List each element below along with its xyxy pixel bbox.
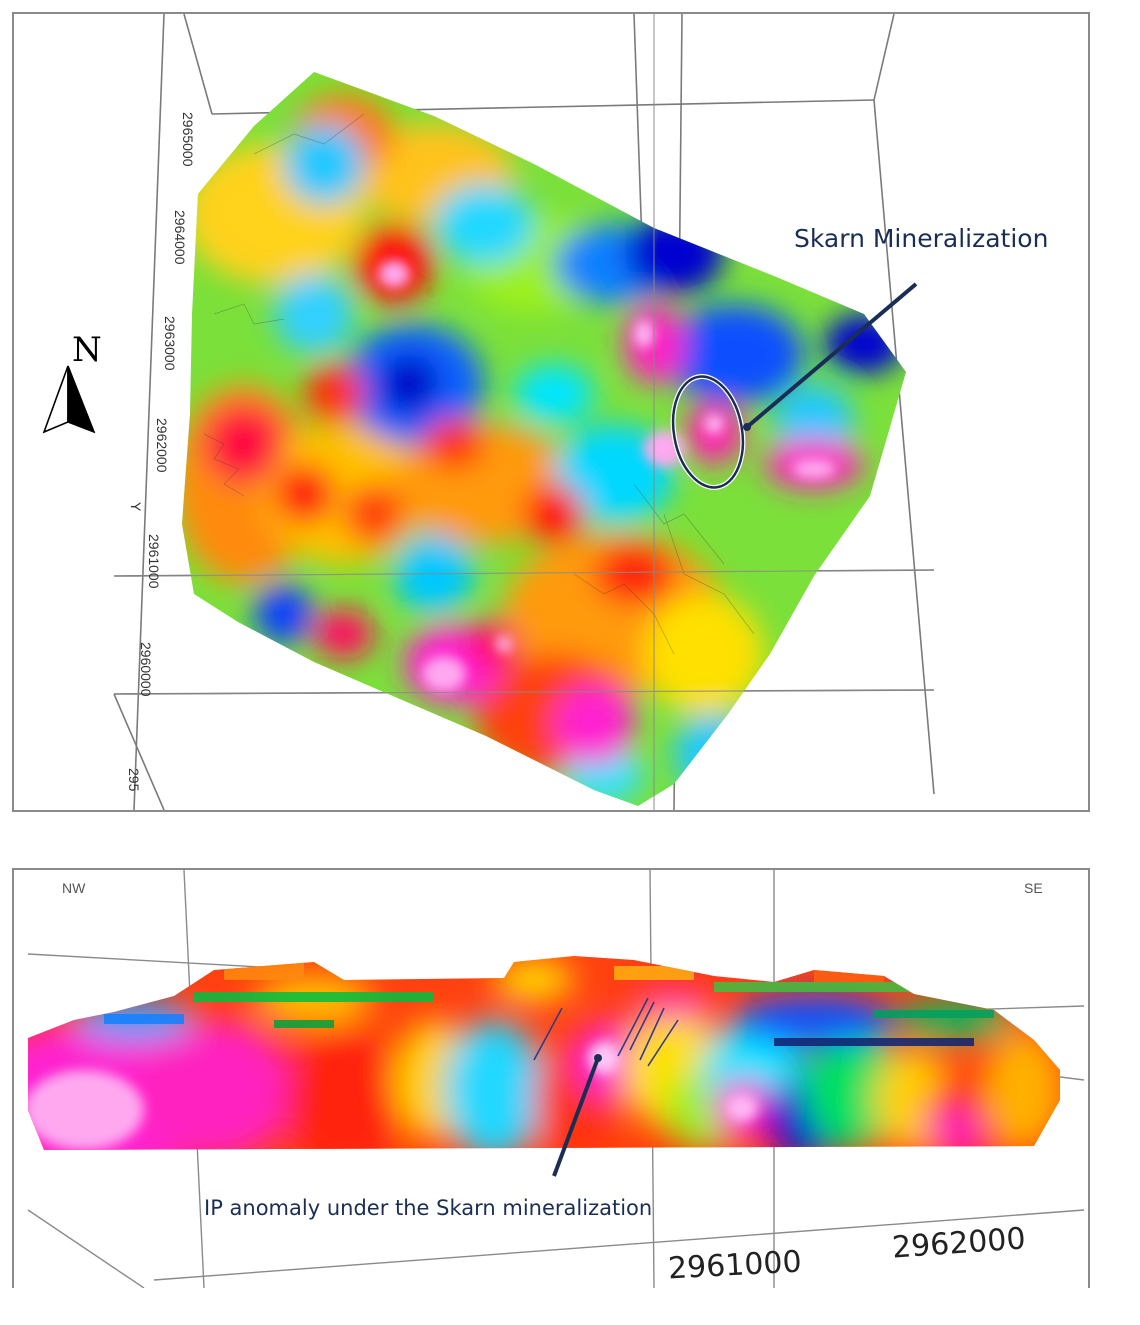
skarn-leader-line xyxy=(745,282,918,429)
se-direction-label: SE xyxy=(1024,880,1043,896)
ip-section-colors xyxy=(28,956,1060,1150)
skarn-mineralization-label: Skarn Mineralization xyxy=(794,224,1049,253)
northing-tick: 2961000 xyxy=(667,1244,803,1287)
nw-direction-label: NW xyxy=(62,880,86,896)
ip-anomaly-map xyxy=(182,72,906,806)
ip-anomaly-label: IP anomaly under the Skarn mineralizatio… xyxy=(204,1196,653,1220)
cross-section-panel: NW SE IP anomaly under the Skarn mineral… xyxy=(12,868,1090,1288)
cross-section-view xyxy=(27,870,1085,1288)
northing-tick: 2964000 xyxy=(172,210,188,265)
axis-letter: Y xyxy=(128,502,144,512)
northing-tick: 2960000 xyxy=(138,642,154,697)
northing-tick: 295 xyxy=(126,768,142,792)
northing-tick: 2965000 xyxy=(180,112,196,167)
north-label: N xyxy=(72,330,102,370)
plan-view-map xyxy=(42,14,935,810)
north-arrow-icon xyxy=(42,365,96,434)
northing-tick: 2963000 xyxy=(162,316,178,371)
northing-tick: 2962000 xyxy=(154,418,170,473)
northing-tick: 2961000 xyxy=(146,534,162,589)
plan-view-map-panel: N Skarn Mineralization 2965000 2964000 2… xyxy=(12,12,1090,812)
ip-anomaly-leader-line xyxy=(552,1057,600,1177)
